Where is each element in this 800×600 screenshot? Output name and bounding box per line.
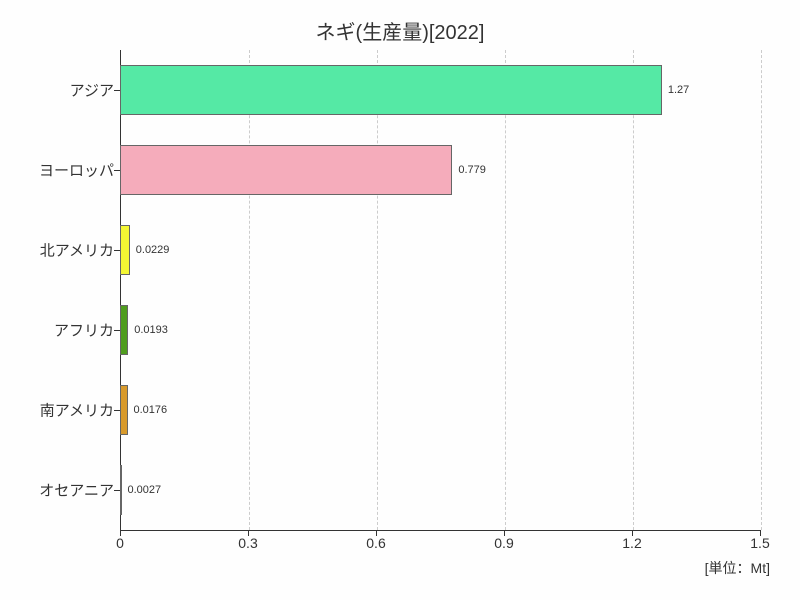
y-axis-label: アフリカ [54, 320, 114, 341]
x-tick-label: 1.2 [622, 535, 641, 551]
bar [120, 465, 122, 515]
plot-area [120, 50, 761, 531]
chart-container: ネギ(生産量)[2022] [単位：Mt] 0 0.3 0.6 0.9 1.2 1.5 アジ… [0, 0, 800, 600]
y-axis-label: ヨーロッパ [39, 160, 114, 181]
chart-title: ネギ(生産量)[2022] [316, 16, 485, 45]
bar [120, 65, 662, 115]
x-tick-label: 0.3 [238, 535, 257, 551]
bar [120, 305, 128, 355]
gridline [377, 50, 378, 530]
gridline [505, 50, 506, 530]
bar-value-label: 0.0193 [134, 324, 168, 336]
bar-value-label: 0.0176 [134, 404, 168, 416]
x-tick-label: 0.6 [366, 535, 385, 551]
y-axis-label: 南アメリカ [40, 400, 114, 421]
y-axis-label: オセアニア [39, 480, 114, 501]
gridline [249, 50, 250, 530]
x-tick-label: 0.9 [494, 535, 513, 551]
x-tick-label: 1.5 [750, 535, 769, 551]
x-axis-unit-label: [単位：Mt] [705, 558, 770, 578]
bar-value-label: 0.779 [458, 164, 486, 176]
bar-value-label: 0.0229 [136, 244, 170, 256]
gridline [761, 50, 762, 530]
y-axis-label: アジア [70, 80, 114, 101]
x-tick-label: 0 [116, 535, 124, 551]
bar [120, 385, 128, 435]
y-axis-label: 北アメリカ [40, 240, 114, 261]
bar [120, 145, 452, 195]
bar-value-label: 0.0027 [128, 484, 162, 496]
bar [120, 225, 130, 275]
bar-value-label: 1.27 [668, 84, 689, 96]
gridline [633, 50, 634, 530]
